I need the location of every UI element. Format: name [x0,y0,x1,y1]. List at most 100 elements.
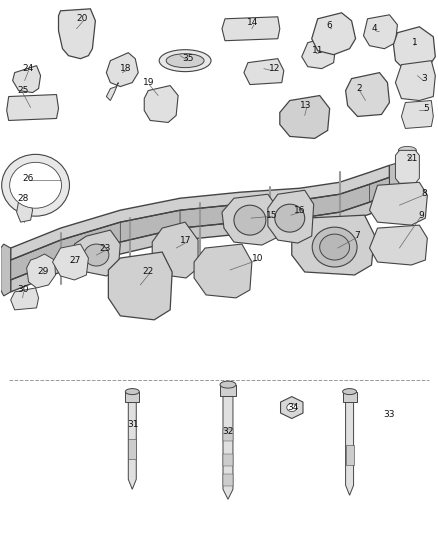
Polygon shape [346,401,353,495]
Polygon shape [106,83,118,101]
Text: 6: 6 [327,21,332,30]
Ellipse shape [343,389,357,394]
Text: 17: 17 [180,236,192,245]
Ellipse shape [324,25,343,43]
Text: 28: 28 [17,193,28,203]
Polygon shape [11,240,60,280]
Ellipse shape [2,155,70,216]
Text: 5: 5 [424,104,429,113]
Ellipse shape [291,106,319,132]
Polygon shape [108,252,172,320]
Polygon shape [346,72,389,117]
Ellipse shape [355,84,381,108]
Polygon shape [27,254,56,288]
Polygon shape [240,200,300,222]
Polygon shape [17,188,32,222]
Polygon shape [125,392,139,401]
Polygon shape [13,66,41,93]
Polygon shape [220,385,236,395]
Ellipse shape [10,163,61,208]
Polygon shape [401,101,433,128]
Polygon shape [106,53,138,86]
Polygon shape [222,17,280,41]
Text: 11: 11 [312,46,323,55]
Text: 33: 33 [384,410,395,419]
Text: 2: 2 [357,84,362,93]
Text: 13: 13 [300,101,311,110]
Polygon shape [292,215,374,275]
Polygon shape [223,395,233,499]
Polygon shape [300,194,339,218]
Polygon shape [343,392,357,401]
Ellipse shape [399,179,417,187]
Text: 23: 23 [100,244,111,253]
Text: 10: 10 [252,254,264,263]
Polygon shape [11,288,39,310]
Polygon shape [370,225,427,265]
Text: 18: 18 [120,64,131,73]
Text: 24: 24 [22,64,33,73]
Text: 32: 32 [222,427,233,436]
Polygon shape [396,150,419,183]
Ellipse shape [275,204,305,232]
Polygon shape [60,222,120,260]
Ellipse shape [35,103,46,112]
Text: 7: 7 [355,231,360,240]
Polygon shape [152,222,198,278]
Ellipse shape [220,381,236,388]
Polygon shape [1,244,11,296]
Ellipse shape [68,23,85,43]
Text: 26: 26 [22,174,33,183]
Text: 1: 1 [412,38,417,47]
Ellipse shape [159,50,211,71]
Text: 27: 27 [70,255,81,264]
Ellipse shape [399,147,417,155]
Ellipse shape [253,64,275,80]
Text: 25: 25 [17,86,28,95]
Text: 3: 3 [421,74,427,83]
Polygon shape [222,194,278,245]
Polygon shape [7,94,59,120]
Ellipse shape [150,96,170,115]
Ellipse shape [320,234,350,260]
Polygon shape [180,204,240,228]
Text: 8: 8 [421,189,427,198]
Ellipse shape [166,54,204,68]
Text: 12: 12 [269,64,280,73]
Polygon shape [223,430,233,441]
Text: 14: 14 [247,18,258,27]
Text: 15: 15 [266,211,278,220]
Ellipse shape [403,40,427,62]
Polygon shape [59,9,95,59]
Ellipse shape [312,227,357,267]
Ellipse shape [385,235,413,261]
Polygon shape [128,401,136,489]
Polygon shape [144,86,178,123]
Text: 4: 4 [372,25,377,33]
Polygon shape [268,190,314,243]
Polygon shape [364,15,397,49]
Ellipse shape [234,205,266,235]
Ellipse shape [21,74,32,87]
Polygon shape [396,61,435,101]
Text: 31: 31 [127,420,139,429]
Text: 35: 35 [182,54,194,63]
Text: 9: 9 [418,211,424,220]
Polygon shape [302,37,336,69]
Polygon shape [339,184,370,212]
Polygon shape [244,59,284,85]
Polygon shape [393,27,435,72]
Text: 21: 21 [407,154,418,163]
Ellipse shape [125,389,139,394]
Text: 29: 29 [37,268,48,277]
Text: 20: 20 [77,14,88,23]
Polygon shape [389,163,404,215]
Text: 22: 22 [143,268,154,277]
Polygon shape [370,177,389,202]
Text: 30: 30 [17,286,28,294]
Polygon shape [120,210,180,242]
Polygon shape [128,439,136,459]
Polygon shape [346,446,353,465]
Ellipse shape [18,103,28,112]
Polygon shape [312,13,356,55]
